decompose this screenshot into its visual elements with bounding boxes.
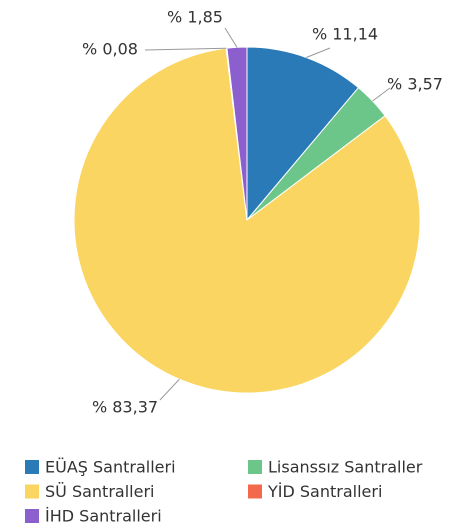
- leader-line: [159, 378, 180, 401]
- data-label: % 83,37: [92, 398, 158, 417]
- legend-swatch: [25, 460, 39, 474]
- leader-line: [144, 47, 227, 51]
- leader-line: [224, 27, 238, 48]
- legend-label: SÜ Santralleri: [45, 482, 154, 501]
- pie-slice: [226, 46, 248, 221]
- legend-swatch: [25, 484, 39, 499]
- data-label: % 1,85: [167, 8, 223, 27]
- legend-label: YİD Santralleri: [267, 482, 382, 501]
- legend-swatch: [248, 460, 262, 474]
- leader-line: [372, 87, 391, 102]
- leader-line: [306, 47, 331, 58]
- legend-label: İHD Santralleri: [45, 507, 162, 526]
- legend-label: Lisanssız Santraller: [268, 458, 423, 477]
- data-label: % 0,08: [82, 40, 138, 59]
- legend-swatch: [25, 509, 39, 523]
- legend-label: EÜAŞ Santralleri: [45, 458, 176, 477]
- pie-slice: [246, 46, 360, 222]
- pie-slice: [73, 47, 421, 394]
- legend-swatch: [248, 484, 262, 499]
- data-label: % 3,57: [387, 75, 443, 94]
- data-label: % 11,14: [312, 25, 378, 44]
